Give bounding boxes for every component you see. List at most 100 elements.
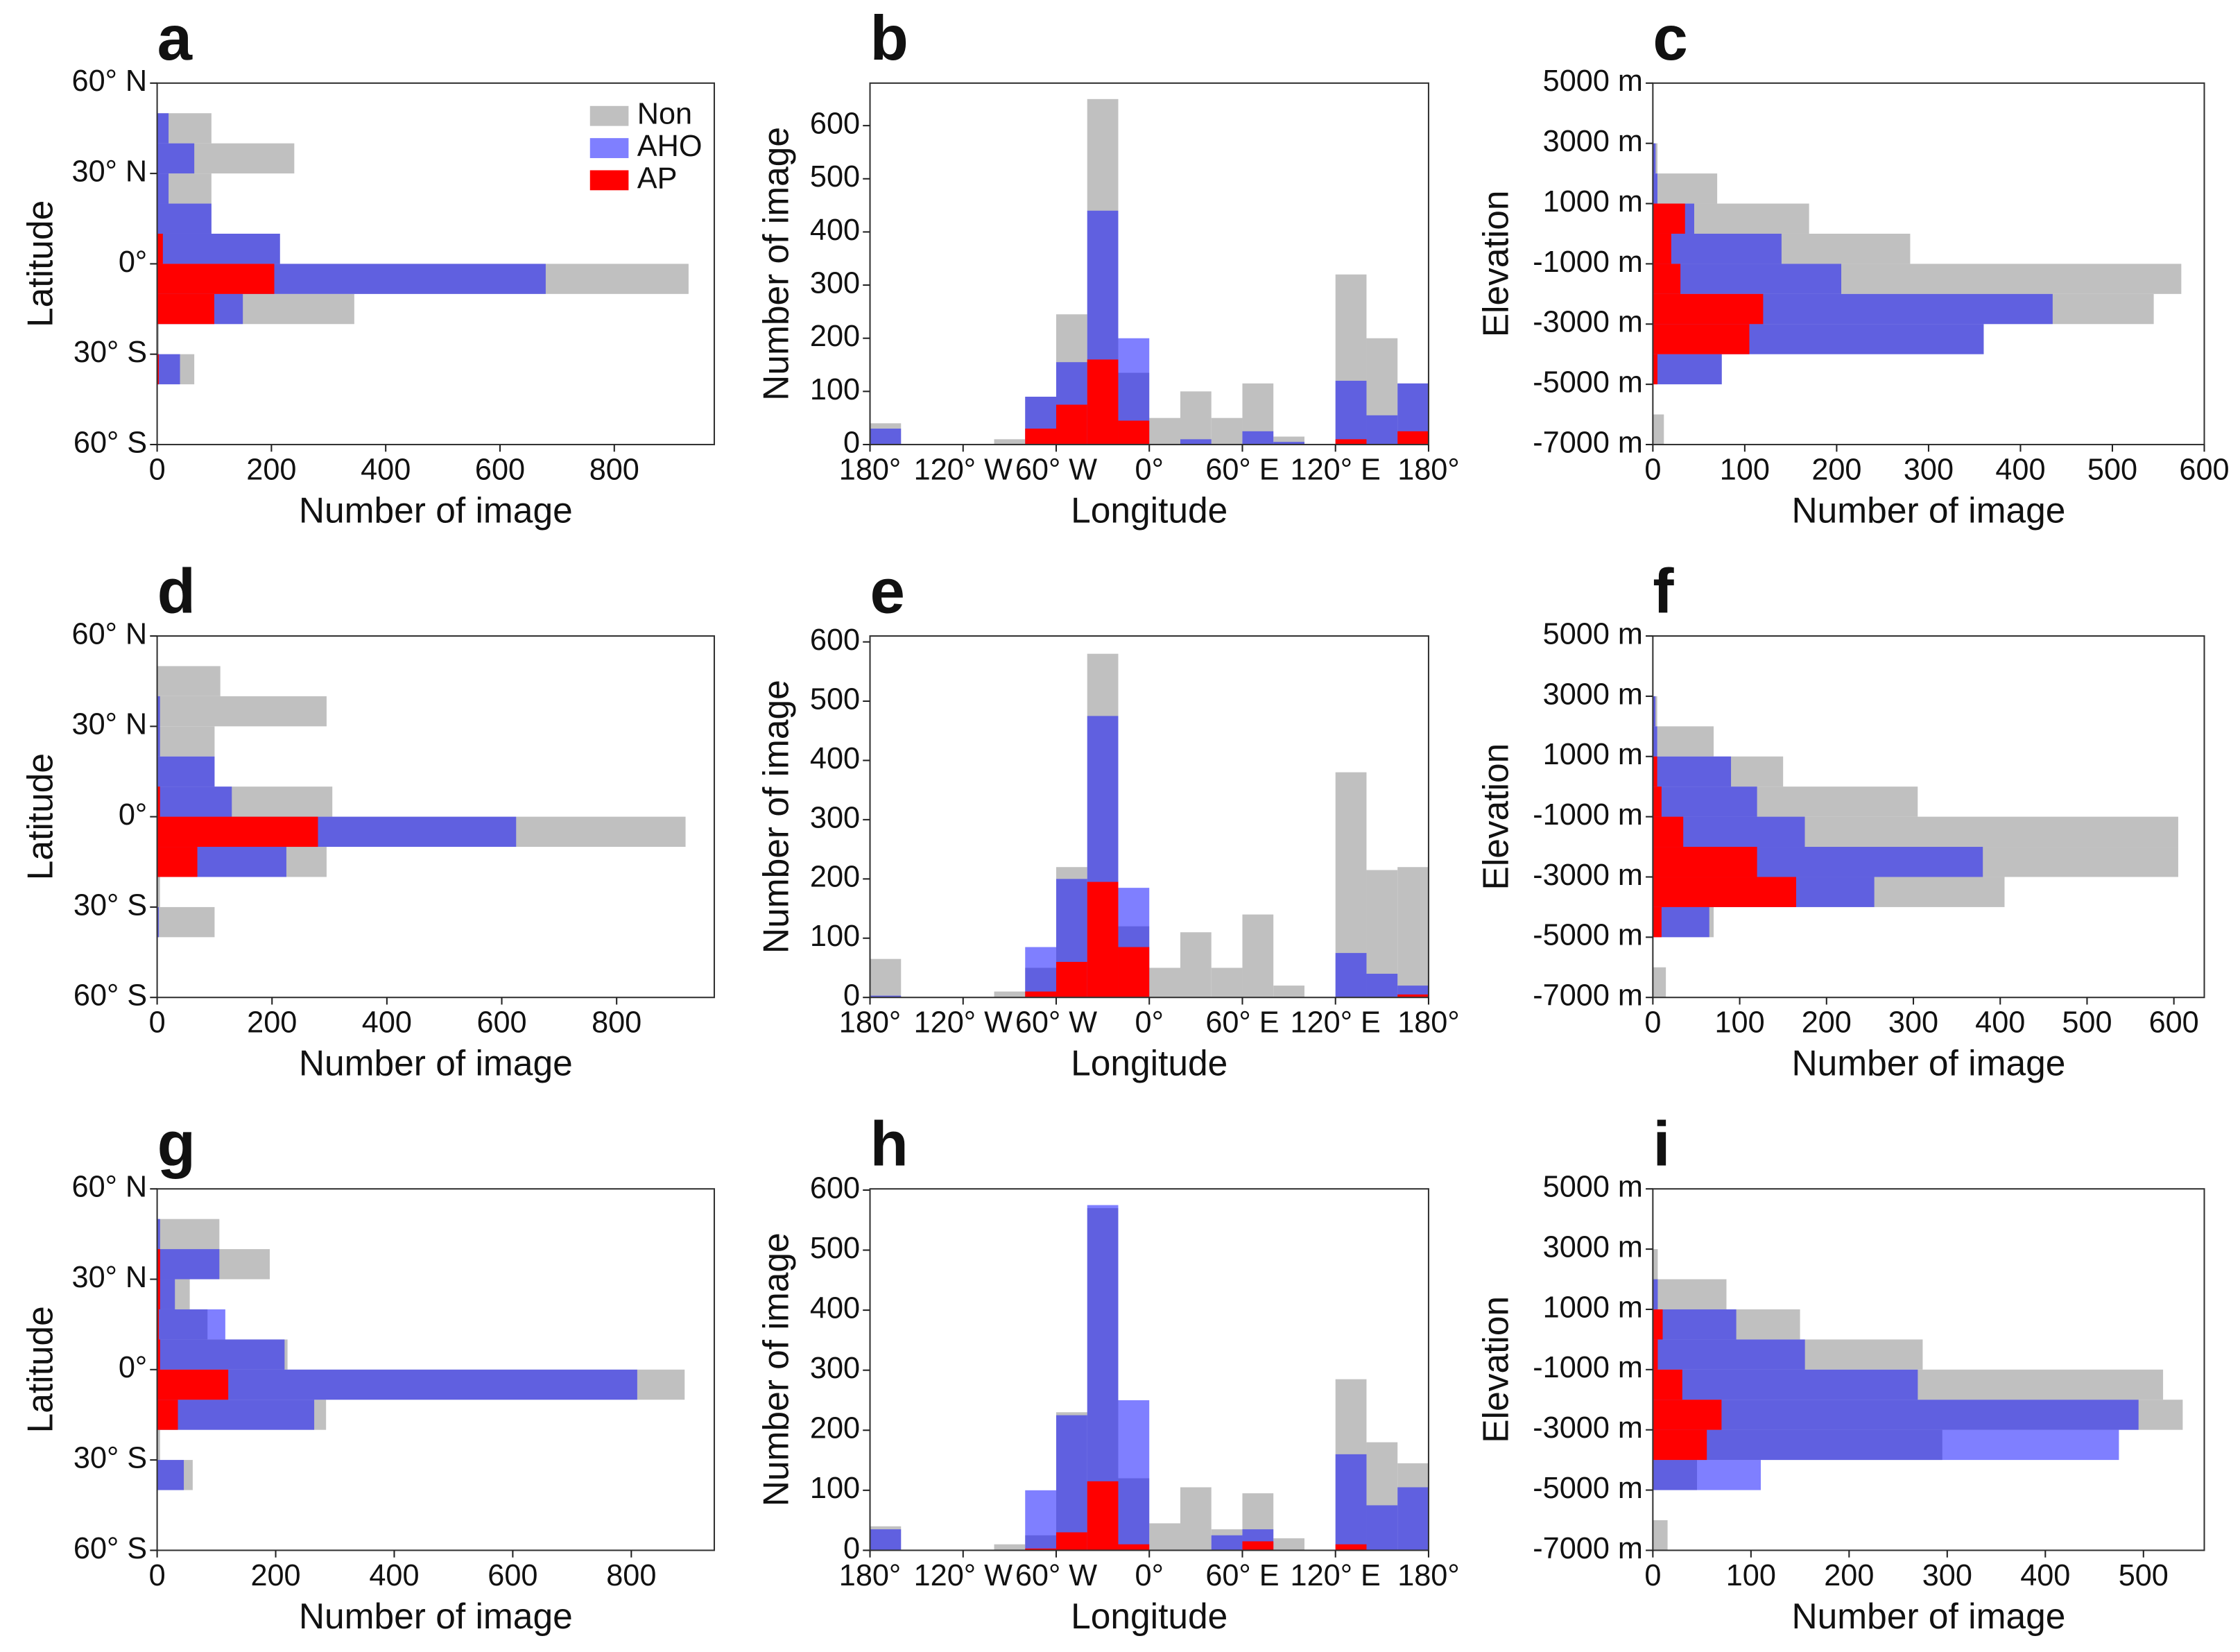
- bar: [157, 264, 275, 294]
- bar: [157, 1339, 160, 1370]
- bar: [1335, 381, 1367, 445]
- x-tick-label: 60° W: [1015, 454, 1097, 487]
- y-tick-label: -1000 m: [1533, 798, 1643, 832]
- y-tick-label: -1000 m: [1533, 1351, 1643, 1384]
- y-axis-label: Number of image: [755, 680, 795, 954]
- x-axis-label: Number of image: [1791, 1043, 2065, 1083]
- bar: [1653, 1429, 1707, 1461]
- bar: [1653, 756, 1732, 787]
- y-tick-label: 3000 m: [1543, 1231, 1643, 1264]
- bar: [1118, 1400, 1150, 1551]
- x-tick-label: 200: [1824, 1559, 1874, 1592]
- bar: [1056, 404, 1087, 445]
- bar: [1211, 1535, 1243, 1551]
- bar: [1118, 1544, 1150, 1551]
- x-axis-label: Number of image: [299, 1043, 573, 1083]
- bar: [1653, 1400, 2139, 1430]
- y-tick-label: 500: [810, 682, 860, 716]
- x-tick-label: 400: [369, 1559, 419, 1592]
- x-tick-label: 180°: [1397, 454, 1459, 487]
- bar: [1025, 1548, 1056, 1551]
- bar: [157, 324, 160, 354]
- y-tick-label: 200: [810, 1412, 860, 1445]
- bar: [1653, 293, 1764, 325]
- bar: [1335, 1454, 1367, 1551]
- bar: [1087, 1481, 1119, 1551]
- x-tick-label: 60° W: [1015, 1006, 1097, 1040]
- x-tick-label: 0: [149, 1006, 166, 1040]
- x-tick-label: 200: [247, 1006, 297, 1040]
- x-tick-label: 60° E: [1205, 454, 1279, 487]
- bar: [157, 1429, 160, 1461]
- bar: [157, 1400, 315, 1430]
- bar: [1653, 726, 1714, 757]
- bar: [870, 429, 902, 445]
- y-tick-label: 100: [810, 373, 860, 406]
- x-tick-label: 100: [1726, 1559, 1776, 1592]
- bar: [1180, 439, 1212, 445]
- bar: [157, 847, 198, 877]
- bar: [157, 113, 169, 144]
- x-tick-label: 0: [149, 1559, 166, 1592]
- bar: [1653, 906, 1709, 938]
- x-axis-label: Longitude: [1071, 1596, 1227, 1636]
- y-tick-label: 1000 m: [1543, 1291, 1643, 1324]
- bar: [1149, 418, 1180, 445]
- y-tick-label: 400: [810, 1292, 860, 1325]
- bar: [1653, 1279, 1658, 1309]
- x-tick-label: 800: [589, 454, 639, 487]
- y-tick-label: 30° N: [72, 708, 148, 741]
- bar: [1653, 264, 1681, 294]
- bar: [1653, 264, 1842, 294]
- bar: [1056, 961, 1087, 998]
- y-axis-label: Elevation: [1475, 743, 1515, 890]
- y-tick-label: -3000 m: [1533, 859, 1643, 892]
- bar: [1149, 1523, 1180, 1551]
- y-tick-label: -1000 m: [1533, 246, 1643, 279]
- bar: [1653, 1520, 1668, 1551]
- bar: [157, 203, 212, 234]
- bar: [157, 1309, 225, 1340]
- bar: [157, 1400, 178, 1430]
- y-tick-label: -5000 m: [1533, 919, 1643, 952]
- y-tick-label: 300: [810, 266, 860, 300]
- x-tick-label: 400: [1995, 454, 2045, 487]
- bar: [1025, 947, 1056, 998]
- bar: [1087, 881, 1119, 998]
- x-tick-label: 500: [2119, 1559, 2169, 1592]
- bar: [1056, 1415, 1087, 1551]
- y-tick-label: 300: [810, 801, 860, 834]
- panel-label: d: [157, 556, 196, 626]
- y-tick-label: 100: [810, 920, 860, 953]
- bar: [1653, 696, 1656, 727]
- bar: [1335, 953, 1367, 998]
- x-tick-label: 400: [2020, 1559, 2070, 1592]
- x-tick-label: 0: [1644, 1006, 1661, 1040]
- y-tick-label: 0°: [119, 1351, 147, 1384]
- bar: [1180, 391, 1212, 445]
- bar: [157, 1369, 229, 1400]
- x-tick-label: 120° E: [1291, 1006, 1381, 1040]
- y-tick-label: 600: [810, 1171, 860, 1205]
- bar: [1653, 877, 1796, 907]
- y-tick-label: 60° S: [74, 426, 147, 459]
- bar: [1653, 756, 1657, 787]
- x-tick-label: 120° W: [914, 454, 1013, 487]
- x-tick-label: 200: [250, 1559, 300, 1592]
- x-tick-label: 120° E: [1291, 1559, 1381, 1592]
- bar: [1273, 442, 1304, 445]
- bar: [1653, 324, 1750, 354]
- bar: [1653, 967, 1666, 998]
- bar: [1653, 1249, 1658, 1280]
- x-tick-label: 180°: [839, 1559, 901, 1592]
- y-axis-label: Latitude: [19, 200, 60, 327]
- panel-label: e: [870, 556, 905, 626]
- bar: [1653, 1369, 1918, 1400]
- bar: [994, 1544, 1026, 1551]
- x-tick-label: 300: [1904, 454, 1954, 487]
- bar: [1397, 431, 1429, 445]
- bar: [994, 439, 1026, 445]
- panel-label: b: [870, 3, 908, 74]
- x-tick-label: 0°: [1135, 1006, 1164, 1040]
